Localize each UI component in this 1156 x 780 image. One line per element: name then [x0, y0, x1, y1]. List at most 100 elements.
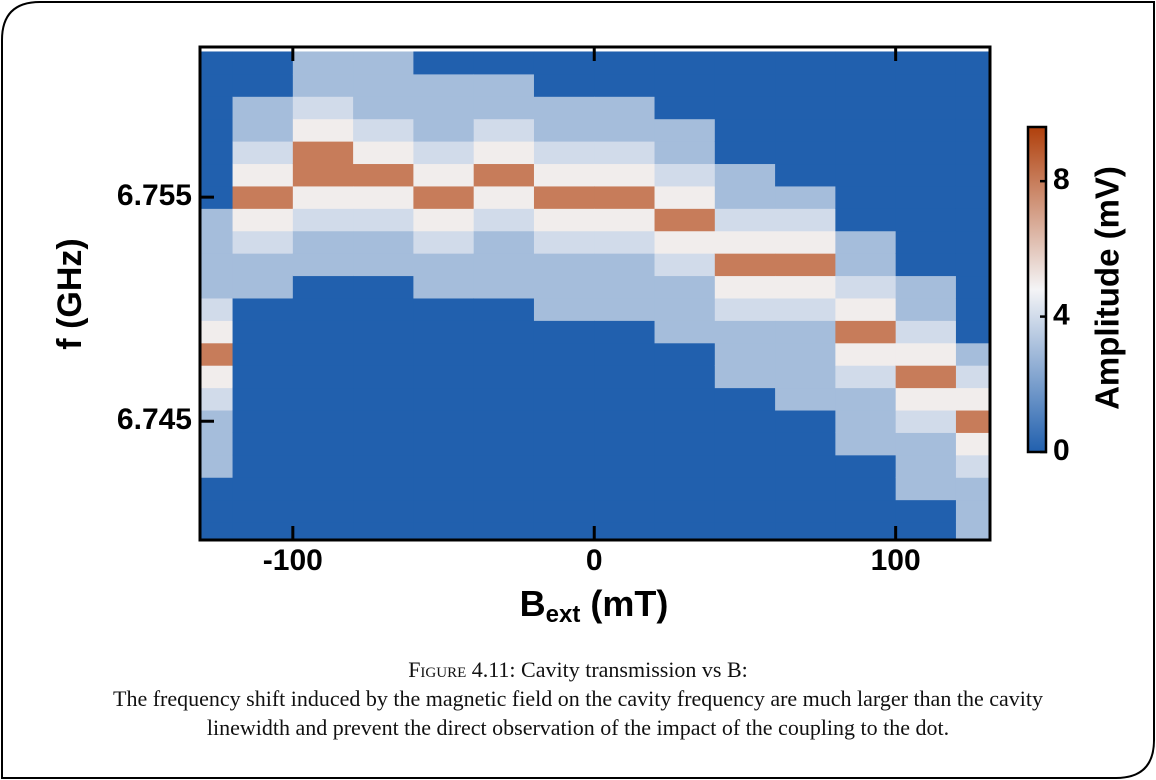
heatmap-cell — [292, 297, 354, 321]
heatmap-cell — [232, 275, 294, 299]
heatmap-cell — [473, 275, 535, 299]
heatmap-cell — [200, 387, 234, 411]
heatmap-cell — [232, 51, 294, 75]
heatmap-cell — [955, 522, 990, 540]
heatmap-cell — [533, 499, 595, 523]
heatmap-cell — [200, 499, 234, 523]
heatmap-cell — [654, 499, 716, 523]
heatmap-cell — [533, 454, 595, 478]
caption-text: The frequency shift induced by the magne… — [113, 686, 1043, 740]
heatmap-cell — [714, 387, 776, 411]
heatmap-cell — [292, 275, 354, 299]
heatmap-cell — [895, 365, 957, 389]
heatmap-cell — [232, 118, 294, 142]
heatmap-cell — [533, 51, 595, 75]
heatmap-cell — [775, 477, 836, 501]
colorbar-tick-label: 8 — [1053, 163, 1070, 196]
heatmap-cell — [895, 297, 957, 321]
heatmap-cell — [232, 454, 294, 478]
heatmap-cell — [200, 163, 234, 187]
heatmap-cell — [200, 275, 234, 299]
heatmap-cell — [775, 297, 836, 321]
colorbar — [1026, 125, 1048, 454]
heatmap-cell — [473, 185, 535, 209]
heatmap-cell — [955, 410, 990, 433]
heatmap-cell — [200, 522, 234, 540]
heatmap-cell — [292, 499, 354, 523]
heatmap-cell — [473, 163, 535, 187]
heatmap-cell — [232, 387, 294, 411]
heatmap-cell — [353, 410, 414, 433]
heatmap-cell — [775, 96, 836, 120]
caption-title: Cavity transmission vs B: — [521, 657, 748, 682]
heatmap-cell — [292, 410, 354, 433]
heatmap-cell — [594, 275, 656, 299]
heatmap-cell — [594, 387, 656, 411]
heatmap-cell — [473, 230, 535, 254]
heatmap-cell — [835, 275, 897, 299]
heatmap-cell — [232, 297, 294, 321]
heatmap-cell — [533, 185, 595, 209]
heatmap-cell — [200, 96, 234, 120]
heatmap-cell — [413, 387, 475, 411]
heatmap-cell — [413, 432, 475, 456]
heatmap-cell — [533, 365, 595, 389]
heatmap-cell — [353, 51, 414, 75]
heatmap-cell — [594, 118, 656, 142]
heatmap-cell — [895, 499, 957, 523]
heatmap-cell — [955, 365, 990, 389]
heatmap-cell — [654, 96, 716, 120]
heatmap-cell — [955, 387, 990, 411]
heatmap-cell — [775, 365, 836, 389]
heatmap-cell — [714, 208, 776, 232]
heatmap-cell — [200, 410, 234, 433]
colorbar-label: Amplitude (mV) — [1089, 166, 1126, 410]
heatmap-cell — [895, 342, 957, 366]
heatmap-cell — [353, 522, 414, 540]
heatmap-cell — [955, 253, 990, 277]
heatmap-cell — [895, 230, 957, 254]
heatmap-cell — [955, 73, 990, 97]
y-axis-label: f (GHz) — [51, 238, 89, 349]
heatmap-cell — [775, 230, 836, 254]
heatmap-cell — [413, 73, 475, 97]
x-label-unit: (mT) — [590, 583, 668, 624]
heatmap — [200, 51, 990, 540]
heatmap-cell — [654, 51, 716, 75]
heatmap-cell — [353, 230, 414, 254]
heatmap-cell — [714, 499, 776, 523]
heatmap-cell — [353, 275, 414, 299]
heatmap-cell — [654, 522, 716, 540]
heatmap-cell — [413, 342, 475, 366]
heatmap-cell — [895, 253, 957, 277]
y-tick-label: 6.755 — [117, 179, 192, 212]
heatmap-cell — [413, 320, 475, 344]
heatmap-cell — [200, 185, 234, 209]
heatmap-cell — [654, 118, 716, 142]
heatmap-cell — [473, 432, 535, 456]
heatmap-cell — [473, 320, 535, 344]
heatmap-cell — [955, 320, 990, 344]
heatmap-cell — [895, 118, 957, 142]
heatmap-cell — [292, 51, 354, 75]
heatmap-cell — [413, 96, 475, 120]
heatmap-cell — [232, 253, 294, 277]
heatmap-cell — [775, 73, 836, 97]
heatmap-cell — [714, 410, 776, 433]
heatmap-cell — [714, 253, 776, 277]
heatmap-cell — [835, 51, 897, 75]
heatmap-cell — [473, 522, 535, 540]
heatmap-cell — [232, 365, 294, 389]
heatmap-cell — [533, 118, 595, 142]
heatmap-cell — [473, 141, 535, 165]
heatmap-cell — [654, 185, 716, 209]
x-label-sub: ext — [546, 601, 581, 628]
heatmap-cell — [353, 141, 414, 165]
heatmap-cell — [714, 141, 776, 165]
heatmap-cell — [533, 410, 595, 433]
heatmap-cell — [594, 141, 656, 165]
heatmap-cell — [714, 522, 776, 540]
heatmap-cell — [654, 275, 716, 299]
heatmap-cell — [232, 342, 294, 366]
heatmap-cell — [473, 365, 535, 389]
